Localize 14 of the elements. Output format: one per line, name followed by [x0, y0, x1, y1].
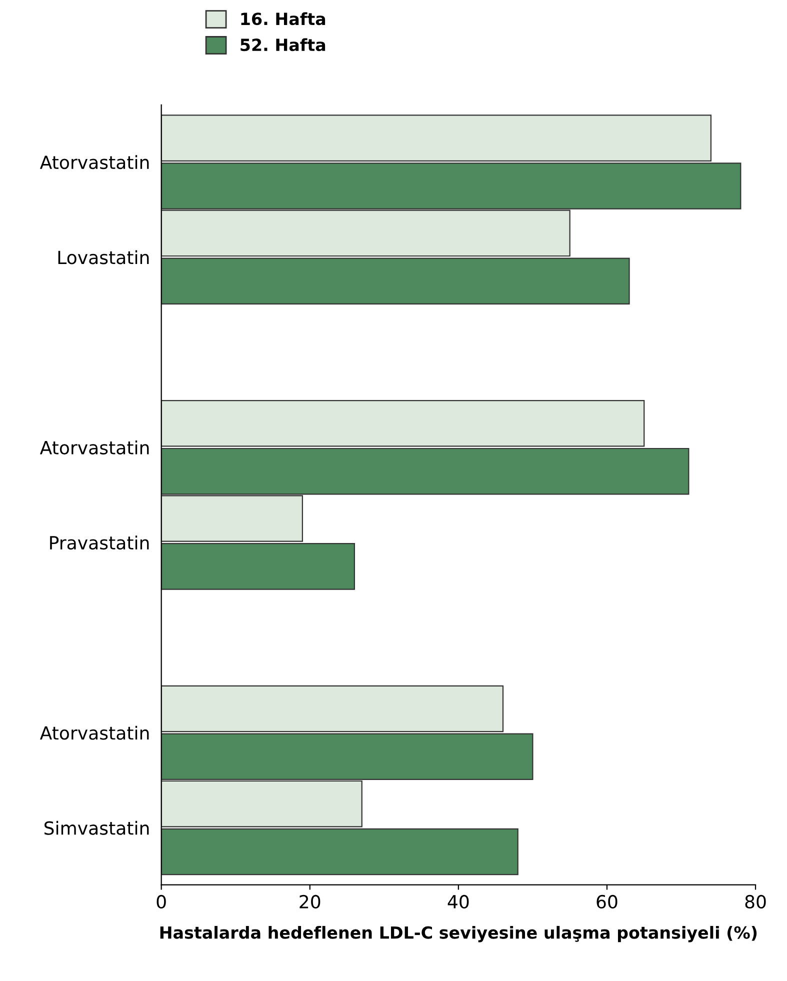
y-tick-label: Atorvastatin: [40, 155, 149, 170]
legend-label: 16. Hafta: [241, 12, 326, 26]
legend-label: 52. Hafta: [240, 38, 326, 52]
y-tick-label: Atorvastatin: [40, 726, 149, 740]
y-tick-label: Lovastatin: [58, 250, 149, 264]
x-tick-label: 40: [448, 894, 469, 909]
x-tick-label: 0: [156, 894, 166, 909]
y-tick-label: Simvastatin: [44, 820, 149, 835]
y-tick-label: Atorvastatin: [40, 440, 149, 454]
x-tick-label: 60: [596, 894, 618, 909]
x-tick-label: 80: [745, 894, 766, 909]
y-tick-label: Pravastatin: [50, 536, 149, 550]
x-axis-title: Hastalarda hedeflenen LDL-C seviyesine ulaşma potansiyeli (%): [160, 926, 757, 942]
x-tick-label: 20: [300, 894, 320, 909]
